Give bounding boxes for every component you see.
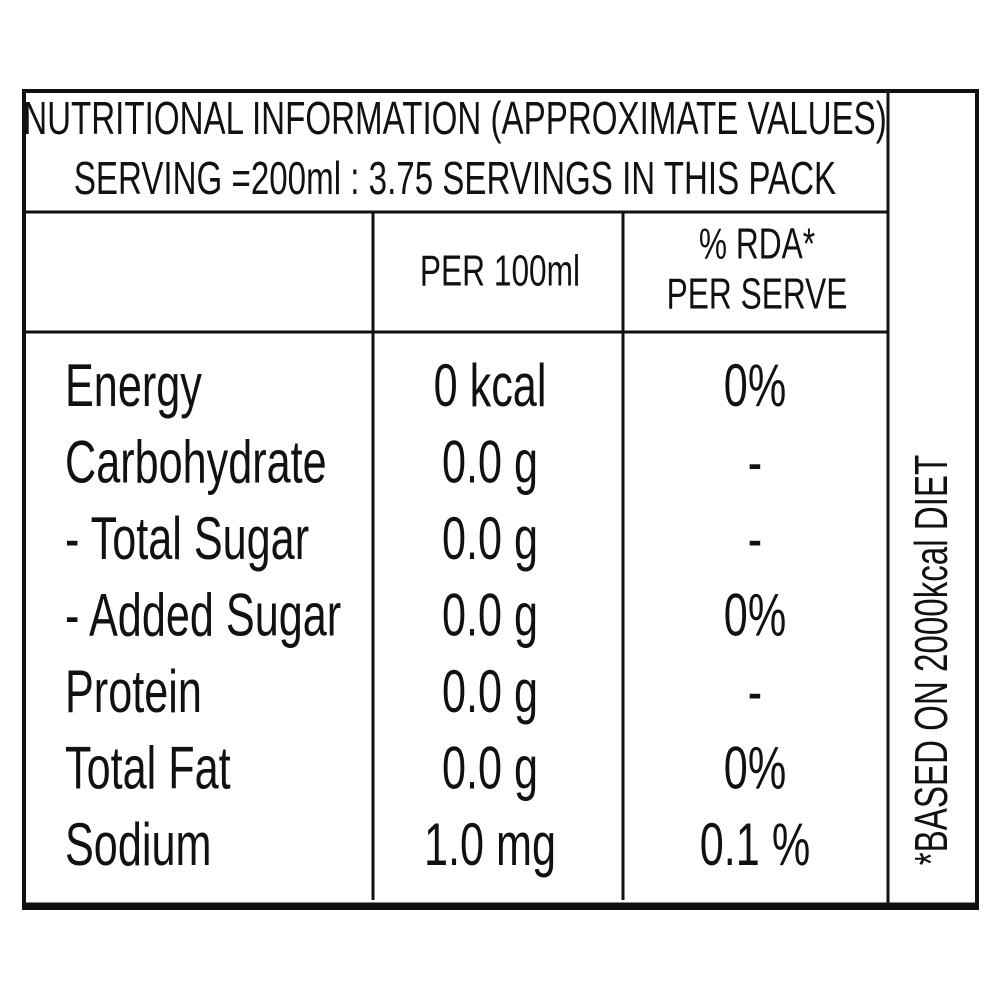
column-header-group: PER 100ml: [420, 247, 580, 296]
nutrient-name: Energy: [65, 353, 203, 420]
nutrient-name-group: - Added Sugar: [65, 583, 341, 650]
outer-border: [22, 89, 979, 910]
rda-value: 0%: [724, 583, 786, 650]
nutrient-name: Total Fat: [65, 736, 231, 803]
column-header: % RDA*: [699, 220, 815, 269]
column-header-group: % RDA*: [699, 220, 815, 269]
column-header: PER SERVE: [667, 270, 848, 319]
rda-value: 0%: [724, 353, 786, 420]
per-100ml-value-group: 1.0 mg: [424, 812, 556, 879]
footnote-group: *BASED ON 2000kcal DIET: [907, 455, 957, 865]
footnote: *BASED ON 2000kcal DIET: [907, 455, 957, 865]
per-100ml-value-group: 0.0 g: [442, 736, 538, 803]
nutrient-name-group: Protein: [65, 659, 202, 726]
title-line: NUTRITIONAL INFORMATION (APPROXIMATE VAL…: [23, 94, 887, 144]
nutrient-name: - Total Sugar: [65, 506, 309, 573]
per-100ml-value: 0.0 g: [442, 430, 538, 497]
rda-value: -: [748, 430, 762, 497]
nutrient-name-group: Sodium: [65, 812, 211, 879]
per-100ml-value: 0.0 g: [442, 583, 538, 650]
per-100ml-value: 0.0 g: [442, 659, 538, 726]
rda-value-group: 0%: [724, 353, 786, 420]
rda-value: 0%: [724, 736, 786, 803]
per-100ml-value-group: 0.0 g: [442, 583, 538, 650]
per-100ml-value: 1.0 mg: [424, 812, 556, 879]
nutrient-name-group: - Total Sugar: [65, 506, 309, 573]
title-line: SERVING =200ml : 3.75 SERVINGS IN THIS P…: [74, 154, 837, 204]
per-100ml-value: 0.0 g: [442, 736, 538, 803]
rda-value: -: [748, 506, 762, 573]
per-100ml-value: 0 kcal: [434, 353, 547, 420]
rda-value: -: [748, 659, 762, 726]
nutrient-name: Protein: [65, 659, 202, 726]
nutrient-name: Carbohydrate: [65, 430, 327, 497]
rda-value-group: -: [748, 430, 762, 497]
column-header-group: PER SERVE: [667, 270, 848, 319]
title-line-group: NUTRITIONAL INFORMATION (APPROXIMATE VAL…: [23, 94, 887, 144]
per-100ml-value-group: 0.0 g: [442, 430, 538, 497]
content: NUTRITIONAL INFORMATION (APPROXIMATE VAL…: [23, 94, 957, 879]
rda-value-group: -: [748, 659, 762, 726]
nutrient-name-group: Carbohydrate: [65, 430, 327, 497]
nutrient-name: Sodium: [65, 812, 211, 879]
nutrient-name: - Added Sugar: [65, 583, 341, 650]
per-100ml-value-group: 0.0 g: [442, 659, 538, 726]
nutrient-name-group: Total Fat: [65, 736, 231, 803]
rda-value-group: 0%: [724, 736, 786, 803]
per-100ml-value: 0.0 g: [442, 506, 538, 573]
rda-value-group: -: [748, 506, 762, 573]
title-line-group: SERVING =200ml : 3.75 SERVINGS IN THIS P…: [74, 154, 837, 204]
nutrient-name-group: Energy: [65, 353, 203, 420]
per-100ml-value-group: 0 kcal: [434, 353, 547, 420]
rda-value-group: 0.1 %: [700, 812, 810, 879]
column-header: PER 100ml: [420, 247, 580, 296]
rda-value: 0.1 %: [700, 812, 810, 879]
per-100ml-value-group: 0.0 g: [442, 506, 538, 573]
rda-value-group: 0%: [724, 583, 786, 650]
